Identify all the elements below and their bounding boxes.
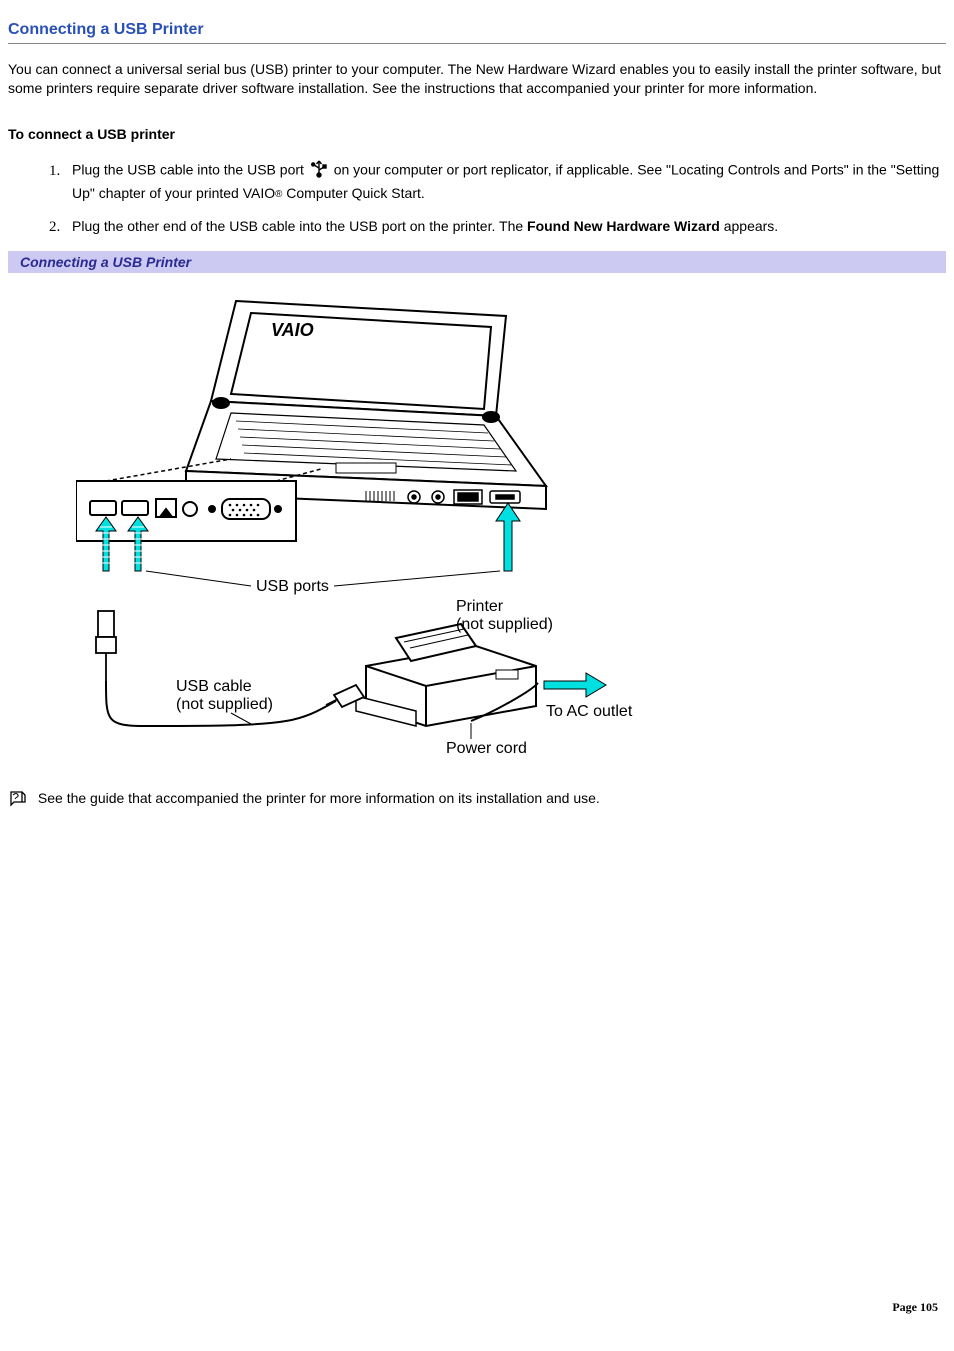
note-icon — [8, 789, 30, 810]
note-text: See the guide that accompanied the print… — [38, 790, 600, 806]
note: See the guide that accompanied the print… — [8, 789, 946, 810]
steps-list: Plug the USB cable into the USB port on … — [8, 158, 946, 237]
intro-paragraph: You can connect a universal serial bus (… — [8, 60, 946, 98]
step-2: Plug the other end of the USB cable into… — [64, 217, 946, 237]
step-1: Plug the USB cable into the USB port on … — [64, 158, 946, 203]
svg-text:Power cord: Power cord — [446, 740, 527, 757]
usb-icon — [310, 158, 328, 184]
page-number: Page 105 — [892, 1300, 938, 1315]
figure: VAIO — [8, 281, 946, 761]
svg-text:USB ports: USB ports — [256, 578, 329, 595]
svg-text:(not supplied): (not supplied) — [456, 616, 553, 633]
svg-text:(not supplied): (not supplied) — [176, 696, 273, 713]
step-1-text-a: Plug the USB cable into the USB port — [72, 162, 308, 178]
svg-text:Printer: Printer — [456, 598, 504, 615]
step-2-bold: Found New Hardware Wizard — [527, 218, 720, 234]
laptop-illustration: VAIO — [186, 301, 546, 509]
svg-text:USB cable: USB cable — [176, 678, 252, 695]
figure-title: Connecting a USB Printer — [8, 251, 946, 273]
svg-text:VAIO: VAIO — [271, 320, 314, 340]
step-2-text-a: Plug the other end of the USB cable into… — [72, 218, 527, 234]
step-2-text-b: appears. — [720, 218, 778, 234]
sub-heading: To connect a USB printer — [8, 126, 946, 142]
step-1-text-c: Computer Quick Start. — [282, 185, 424, 201]
svg-text:To AC outlet: To AC outlet — [546, 703, 633, 720]
page-title: Connecting a USB Printer — [8, 21, 946, 44]
registered-mark: ® — [275, 189, 282, 200]
